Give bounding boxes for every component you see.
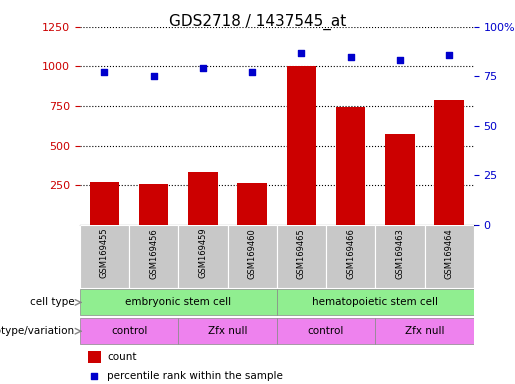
Bar	[277, 290, 474, 315]
Text: GSM169460: GSM169460	[248, 228, 256, 278]
Bar	[129, 225, 178, 288]
Text: embryonic stem cell: embryonic stem cell	[125, 297, 231, 308]
Point	[347, 53, 355, 60]
Point	[445, 51, 453, 58]
Point	[396, 58, 404, 64]
Bar	[375, 225, 424, 288]
Point	[100, 69, 109, 75]
Bar	[88, 351, 101, 363]
Bar	[80, 290, 277, 315]
Text: GSM169464: GSM169464	[444, 228, 454, 278]
Bar	[326, 225, 375, 288]
Bar	[178, 318, 277, 344]
Text: GSM169456: GSM169456	[149, 228, 158, 278]
Bar	[435, 100, 464, 225]
Point	[199, 65, 207, 71]
Bar	[385, 134, 415, 225]
Bar	[139, 184, 168, 225]
Text: control: control	[111, 326, 147, 336]
Bar	[277, 318, 375, 344]
Bar	[188, 172, 218, 225]
Text: Zfx null: Zfx null	[208, 326, 247, 336]
Text: GDS2718 / 1437545_at: GDS2718 / 1437545_at	[169, 13, 346, 30]
Bar	[80, 318, 178, 344]
Text: GSM169455: GSM169455	[100, 228, 109, 278]
Bar	[90, 182, 119, 225]
Bar	[277, 225, 326, 288]
Text: cell type: cell type	[30, 297, 75, 308]
Text: Zfx null: Zfx null	[405, 326, 444, 336]
Text: hematopoietic stem cell: hematopoietic stem cell	[312, 297, 438, 308]
Bar	[287, 66, 316, 225]
Bar	[178, 225, 228, 288]
Bar	[237, 183, 267, 225]
Bar	[375, 318, 474, 344]
Bar	[424, 225, 474, 288]
Point	[297, 50, 305, 56]
Text: GSM169466: GSM169466	[346, 228, 355, 279]
Text: GSM169459: GSM169459	[198, 228, 208, 278]
Bar	[336, 107, 366, 225]
Point	[90, 373, 98, 379]
Point	[149, 73, 158, 79]
Text: control: control	[308, 326, 344, 336]
Bar	[80, 225, 129, 288]
Text: GSM169463: GSM169463	[396, 228, 404, 279]
Text: percentile rank within the sample: percentile rank within the sample	[108, 371, 283, 381]
Text: count: count	[108, 352, 137, 362]
Bar	[228, 225, 277, 288]
Text: genotype/variation: genotype/variation	[0, 326, 75, 336]
Text: GSM169465: GSM169465	[297, 228, 306, 278]
Point	[248, 69, 256, 75]
